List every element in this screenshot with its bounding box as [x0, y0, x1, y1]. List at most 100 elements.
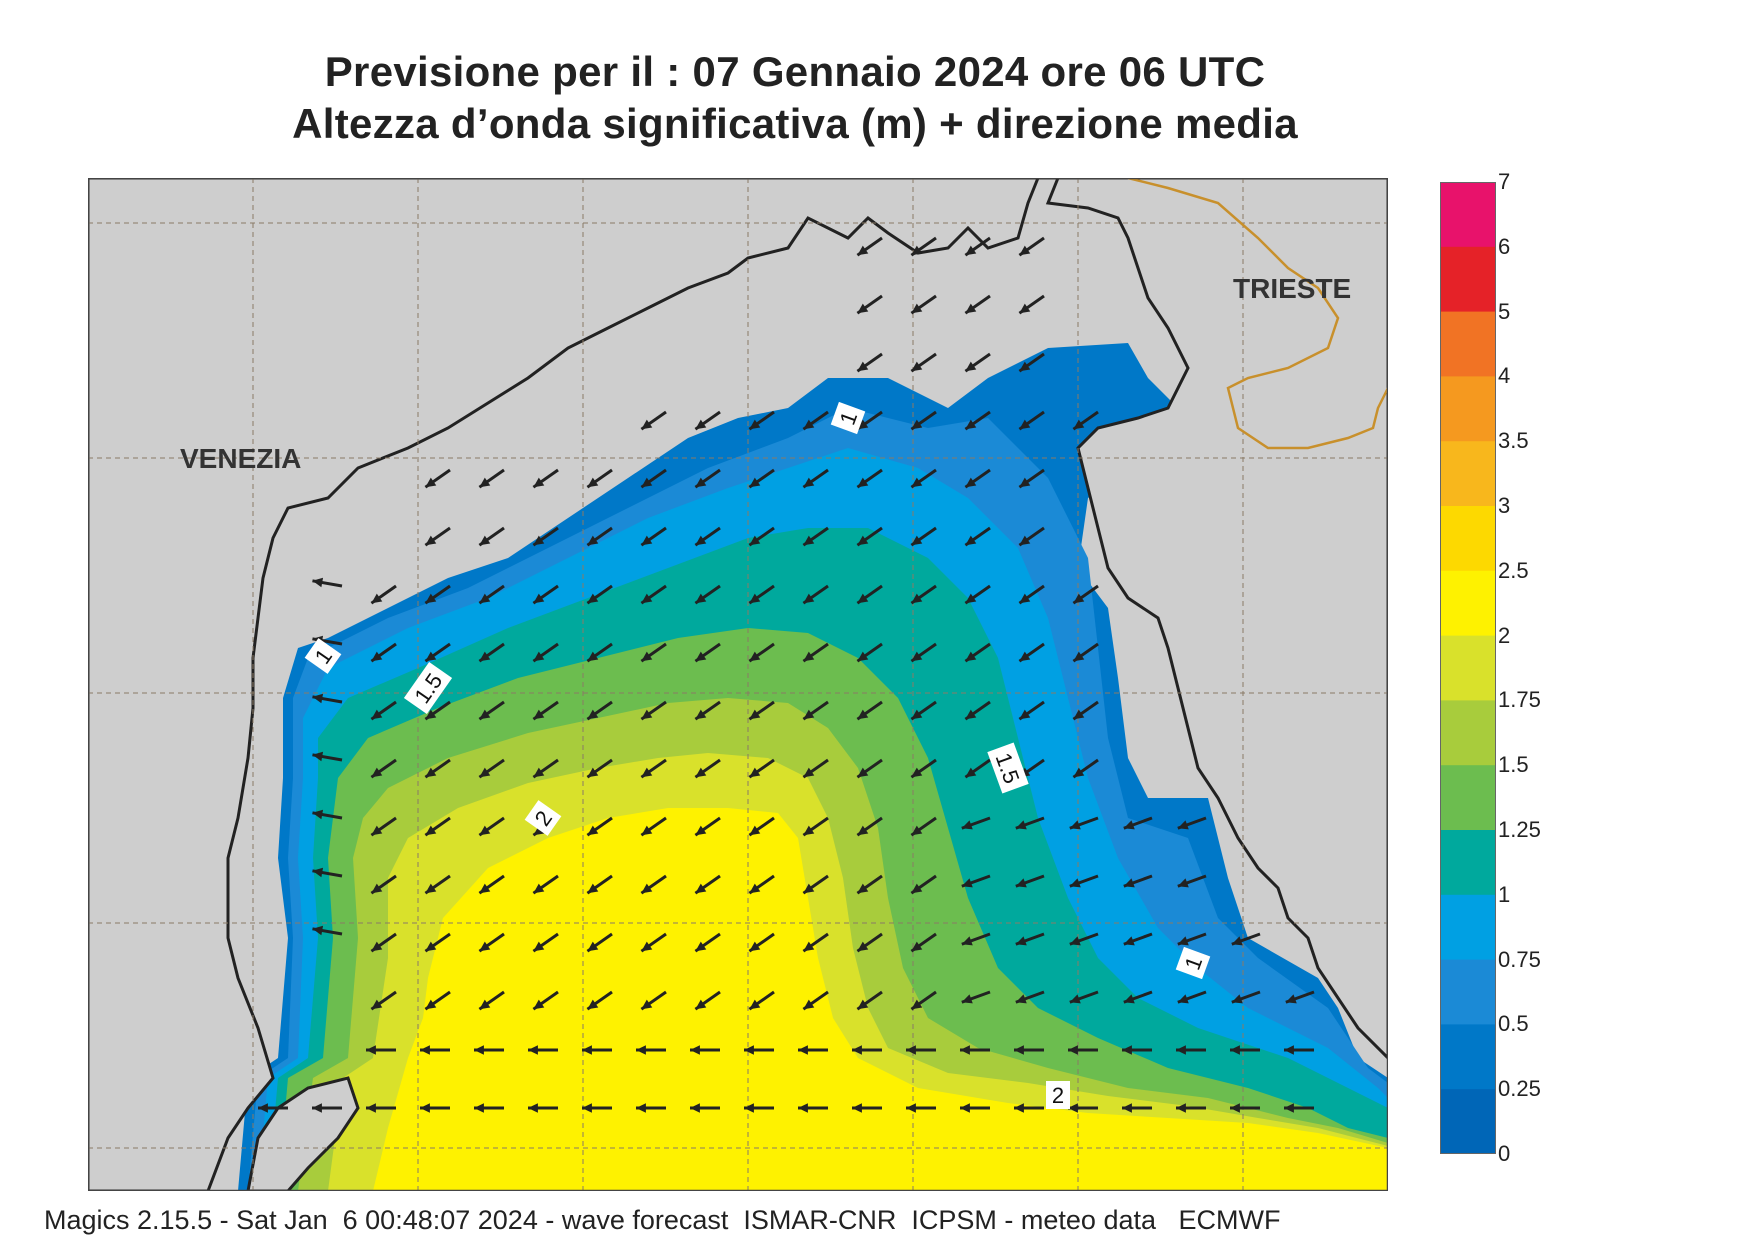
wave-arrow-head [857, 419, 869, 430]
wave-arrow-head [420, 1103, 430, 1113]
wave-arrow-head [641, 535, 653, 546]
wave-arrow-head [533, 477, 545, 488]
wave-arrow-head [1176, 1103, 1186, 1113]
wave-arrow-head [533, 825, 545, 836]
wave-arrow-head [587, 825, 599, 836]
wave-arrow-head [420, 1045, 430, 1055]
wave-arrow-head [533, 941, 545, 952]
wave-arrow-head [695, 709, 707, 720]
wave-arrow-head [587, 477, 599, 488]
wave-arrow-head [695, 651, 707, 662]
wave-arrow-head [1069, 820, 1081, 830]
wave-direction-arrows [258, 236, 1315, 1113]
city-label-venezia: VENEZIA [180, 443, 301, 474]
wave-arrow-head [857, 651, 869, 662]
wave-arrow-head [803, 767, 815, 778]
wave-arrow-head [857, 999, 869, 1010]
wave-arrow-head [911, 767, 923, 778]
wave-arrow-head [1014, 1045, 1024, 1055]
contour-label-2-west: 2 [524, 800, 562, 836]
wave-arrow-head [371, 883, 383, 894]
wave-arrow-head [911, 303, 923, 314]
wave-arrow-head [803, 419, 815, 430]
wave-arrow-head [479, 883, 491, 894]
colorbar-swatch [1440, 506, 1496, 572]
wave-arrow-head [1069, 994, 1081, 1004]
wave-arrow-head [965, 303, 977, 314]
wave-arrow-head [371, 825, 383, 836]
wave-arrow-head [533, 999, 545, 1010]
colorbar-tick-label: 1.75 [1498, 687, 1541, 713]
colorbar-tick-label: 6 [1498, 233, 1511, 259]
wave-arrow-head [803, 535, 815, 546]
wave-arrow-head [425, 941, 437, 952]
wave-arrow-head [312, 751, 324, 762]
wave-arrow-head [857, 535, 869, 546]
wave-arrow-head [911, 593, 923, 604]
wave-arrow-head [965, 709, 977, 720]
wave-arrow-head [1069, 936, 1081, 946]
wave-arrow-head [312, 577, 324, 588]
wave-arrow-head [1019, 245, 1031, 256]
wave-arrow-head [695, 593, 707, 604]
wave-arrow-head [749, 593, 761, 604]
wave-arrow-head [911, 245, 923, 256]
land-north-italy [88, 178, 1388, 1191]
wave-arrow-head [425, 651, 437, 662]
wave-arrow-head [371, 651, 383, 662]
wave-arrow-head [479, 767, 491, 778]
wave-arrow-head [857, 477, 869, 488]
wave-arrow-head [749, 941, 761, 952]
wave-arrow-head [1019, 477, 1031, 488]
wave-arrow-head [425, 593, 437, 604]
band-2.5-3 [373, 808, 1388, 1191]
land-masses [88, 178, 1388, 1191]
wave-arrow-head [641, 825, 653, 836]
wave-arrow-head [1019, 535, 1031, 546]
colorbar-swatch [1440, 959, 1496, 1025]
wave-arrow-head [749, 825, 761, 836]
wave-arrow-head [695, 825, 707, 836]
colorbar-swatch [1440, 311, 1496, 377]
wave-arrow-head [582, 1045, 592, 1055]
colorbar-tick-label: 0 [1498, 1141, 1511, 1166]
wave-arrow-head [744, 1103, 754, 1113]
wave-arrow-head [1285, 994, 1297, 1004]
wave-arrow-head [587, 651, 599, 662]
wave-arrow-head [965, 419, 977, 430]
wave-arrow-head [1284, 1045, 1294, 1055]
wave-arrow-head [425, 535, 437, 546]
wave-arrow-head [366, 1103, 376, 1113]
wave-arrow-head [857, 767, 869, 778]
wave-arrow-head [587, 999, 599, 1010]
wave-arrow-head [911, 883, 923, 894]
wave-arrow-head [803, 999, 815, 1010]
wave-arrow-head [641, 999, 653, 1010]
wave-arrow-head [371, 941, 383, 952]
land-south-tip [246, 1076, 360, 1191]
wave-arrow-head [695, 941, 707, 952]
wave-arrow-head [1123, 936, 1135, 946]
colorbar [1440, 182, 1496, 1154]
wave-arrow-head [582, 1103, 592, 1113]
wave-arrow-head [749, 999, 761, 1010]
wave-arrow-head [965, 593, 977, 604]
colorbar-tick-label: 0.75 [1498, 946, 1541, 972]
contour-label-1-southeast: 1 [1175, 946, 1211, 980]
wave-arrow-head [744, 1045, 754, 1055]
wave-arrow-head [425, 883, 437, 894]
wave-height-map: 1 1 1 1.5 1.5 2 2 VENEZIA TRIESTE [88, 178, 1388, 1191]
colorbar-tick-label: 1.25 [1498, 817, 1541, 842]
wave-arrow-head [852, 1045, 862, 1055]
wave-arrow-head [1015, 994, 1027, 1004]
wave-arrow-head [695, 767, 707, 778]
wave-arrow-head [961, 820, 973, 830]
wave-arrow-head [857, 825, 869, 836]
colorbar-swatch [1440, 1089, 1496, 1154]
wave-arrow-head [533, 767, 545, 778]
wave-arrow-head [1019, 419, 1031, 430]
wave-arrow-head [425, 999, 437, 1010]
wave-arrow-head [749, 883, 761, 894]
wave-arrow-head [749, 477, 761, 488]
wave-arrow-head [857, 883, 869, 894]
